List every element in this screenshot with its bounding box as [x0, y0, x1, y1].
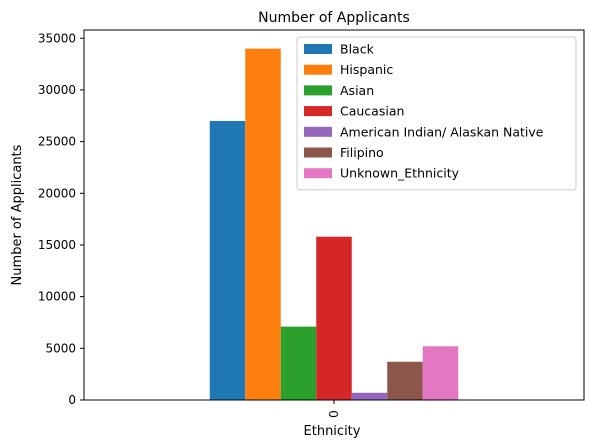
legend-label: Caucasian: [340, 104, 404, 119]
y-tick-label: 10000: [38, 290, 76, 304]
x-axis: 0: [327, 400, 341, 418]
chart-title: Number of Applicants: [258, 10, 410, 26]
legend-label: Filipino: [340, 145, 384, 160]
y-tick-label: 20000: [38, 186, 76, 200]
legend-swatch: [304, 147, 332, 158]
bar-hispanic: [245, 48, 281, 400]
legend-box: [296, 36, 577, 191]
y-tick-label: 30000: [38, 83, 76, 97]
legend-swatch: [304, 106, 332, 117]
y-axis: 0 5000 10000 15000 20000 25000 30000 35000: [38, 31, 84, 407]
y-tick-label: 35000: [38, 31, 76, 45]
legend: Black Hispanic Asian Caucasian American Indi…: [296, 36, 577, 191]
legend-label: American Indian/ Alaskan Native: [340, 124, 544, 139]
y-tick-label: 5000: [45, 341, 76, 355]
y-tick-label: 15000: [38, 238, 76, 252]
y-axis-label: Number of Applicants: [10, 144, 25, 285]
bar-asian: [280, 326, 317, 400]
bar-filipino: [387, 361, 423, 400]
legend-label: Hispanic: [340, 62, 393, 77]
legend-swatch: [304, 64, 332, 75]
legend-label: Black: [340, 42, 375, 57]
legend-label: Unknown_Ethnicity: [340, 166, 460, 181]
legend-swatch: [304, 85, 332, 96]
legend-swatch: [304, 126, 332, 137]
bar-caucasian: [316, 236, 352, 400]
x-axis-label: Ethnicity: [304, 424, 361, 439]
bars-group: [209, 48, 459, 401]
legend-label: Asian: [340, 83, 374, 98]
bar-american-indian-alaskan-native: [351, 392, 388, 400]
y-tick-label: 25000: [38, 135, 76, 149]
bar-unknown-ethnicity: [422, 346, 459, 400]
x-tick-label: 0: [327, 410, 341, 418]
legend-swatch: [304, 168, 332, 179]
bar-black: [209, 120, 246, 401]
legend-swatch: [304, 44, 332, 54]
y-tick-label: 0: [68, 393, 76, 407]
